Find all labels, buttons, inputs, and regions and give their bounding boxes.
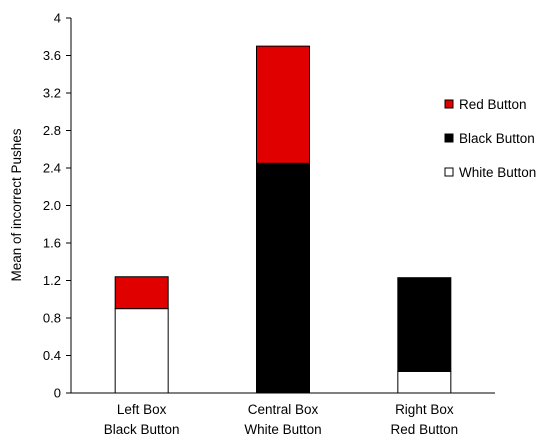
- y-tick-label: 4: [54, 11, 61, 26]
- y-tick-label: 1.6: [43, 236, 61, 251]
- legend-swatch-red-button: [444, 99, 454, 109]
- y-tick-label: 0.4: [43, 348, 61, 363]
- y-axis: 0 0.4 0.8 1.2 1.6 2.0 2.4 2.8 3.2 3.6 4: [43, 11, 72, 401]
- legend-label: White Button: [459, 165, 536, 180]
- y-tick-label: 3.6: [43, 48, 61, 63]
- bar-segment-red-button: [256, 45, 310, 164]
- bar-segment-white-button: [397, 370, 452, 394]
- x-category-label: Left Box Black Button: [104, 402, 180, 437]
- x-category-label: Central Box White Button: [244, 402, 321, 437]
- y-tick-label: 2.0: [43, 198, 61, 213]
- legend-swatch-white-button: [444, 167, 454, 177]
- plot-area: [114, 45, 452, 394]
- legend-label: Black Button: [459, 131, 535, 146]
- y-tick-label: 0: [54, 386, 61, 401]
- bar-segment-white-button: [114, 308, 169, 394]
- x-category-label: Right Box Red Button: [391, 402, 459, 437]
- y-tick-label: 2.8: [43, 123, 61, 138]
- legend: Red Button Black Button White Button: [444, 97, 536, 180]
- bar-segment-black-button: [397, 277, 452, 372]
- legend-label: Red Button: [459, 97, 527, 112]
- bar-segment-black-button: [256, 162, 310, 394]
- y-axis-title: Mean of incorrect Pushes: [9, 128, 24, 281]
- y-tick-label: 3.2: [43, 86, 61, 101]
- x-axis: Left Box Black Button Central Box White But…: [71, 392, 495, 437]
- legend-swatch-black-button: [444, 133, 454, 143]
- y-tick-label: 0.8: [43, 311, 61, 326]
- bar-segment-red-button: [114, 276, 169, 310]
- y-tick-label: 2.4: [43, 161, 61, 176]
- y-tick-label: 1.2: [43, 273, 61, 288]
